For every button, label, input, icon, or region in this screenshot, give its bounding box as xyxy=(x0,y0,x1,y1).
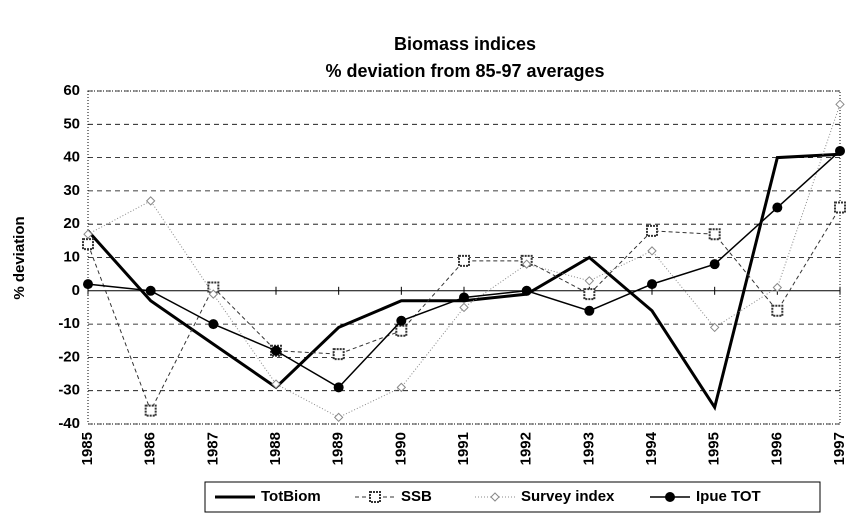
series-line xyxy=(86,152,841,412)
x-tick-label: 1993 xyxy=(580,432,597,465)
point xyxy=(396,382,407,393)
point xyxy=(647,246,657,256)
x-tick-label: 1986 xyxy=(142,432,159,465)
chart-subtitle: % deviation from 85-97 averages xyxy=(325,61,604,81)
point xyxy=(83,279,93,290)
legend-marker xyxy=(490,492,500,502)
legend-label: SSB xyxy=(401,488,432,505)
y-tick-label: 60 xyxy=(63,82,80,99)
x-tick-label: 1991 xyxy=(455,432,472,465)
point xyxy=(646,224,658,237)
point xyxy=(145,196,156,206)
y-tick-label: 40 xyxy=(63,149,80,166)
y-tick-label: -30 xyxy=(58,382,80,399)
point xyxy=(208,319,219,330)
x-tick-label: 1990 xyxy=(392,432,409,465)
y-tick-label: 0 xyxy=(72,282,80,299)
point xyxy=(333,382,344,393)
x-tick-label: 1994 xyxy=(643,431,660,465)
point xyxy=(709,322,720,333)
point xyxy=(82,238,94,251)
y-tick-label: -20 xyxy=(58,348,80,365)
point xyxy=(208,289,219,299)
point xyxy=(83,229,93,239)
x-tick-label: 1996 xyxy=(768,432,785,465)
point xyxy=(584,276,595,286)
x-tick-label: 1997 xyxy=(831,432,846,465)
legend-marker xyxy=(369,491,381,503)
point xyxy=(145,285,156,296)
x-tick-label: 1988 xyxy=(267,432,284,465)
point xyxy=(459,302,469,313)
x-tick-label: 1989 xyxy=(330,432,347,465)
legend-marker xyxy=(665,492,675,502)
plot-border xyxy=(87,90,841,425)
y-tick-label: -10 xyxy=(58,315,80,332)
point xyxy=(271,345,281,356)
point xyxy=(395,324,408,337)
legend-label: Ipue TOT xyxy=(696,488,761,505)
legend-label: Survey index xyxy=(521,488,615,505)
point xyxy=(834,201,846,214)
legend-label: TotBiom xyxy=(261,488,321,505)
point xyxy=(271,379,281,389)
x-tick-label: 1992 xyxy=(518,432,535,465)
point xyxy=(772,202,783,213)
point xyxy=(144,404,157,417)
point xyxy=(835,145,845,156)
point xyxy=(835,99,845,110)
point xyxy=(709,259,720,270)
x-tick-label: 1987 xyxy=(204,432,221,465)
y-tick-label: -40 xyxy=(58,415,80,432)
point xyxy=(459,292,469,303)
point xyxy=(333,412,344,423)
y-tick-label: 10 xyxy=(63,248,80,265)
point xyxy=(458,254,470,267)
point xyxy=(583,288,596,301)
legend-box xyxy=(204,481,821,513)
point xyxy=(647,279,657,290)
point xyxy=(772,282,783,293)
point xyxy=(332,348,345,361)
point xyxy=(771,304,784,317)
point xyxy=(708,228,721,241)
y-axis-label: % deviation xyxy=(11,216,28,299)
y-tick-label: 30 xyxy=(63,182,80,199)
point xyxy=(584,305,595,316)
y-tick-label: 20 xyxy=(63,215,80,232)
point xyxy=(396,315,407,326)
point xyxy=(521,285,532,296)
point xyxy=(521,259,532,269)
y-tick-label: 50 xyxy=(63,115,80,132)
x-tick-label: 1995 xyxy=(706,432,723,465)
x-tick-label: 1985 xyxy=(79,432,96,465)
chart-title: Biomass indices xyxy=(394,34,536,54)
